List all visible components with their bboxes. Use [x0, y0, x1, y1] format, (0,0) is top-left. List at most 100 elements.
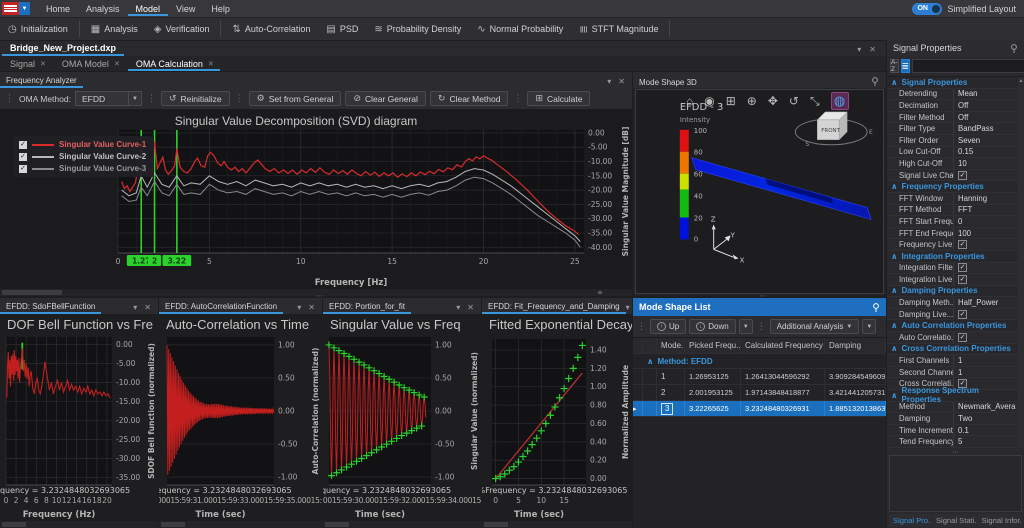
- property-value[interactable]: 10: [953, 158, 1018, 169]
- pan-icon[interactable]: ✥: [767, 94, 778, 108]
- panel-menu-chevron-icon[interactable]: ▾: [456, 303, 461, 312]
- legend-checkbox[interactable]: ✓: [19, 164, 27, 173]
- clear-general-button[interactable]: ⊘ Clear General: [345, 91, 426, 106]
- pin-icon[interactable]: [871, 77, 879, 86]
- categorized-view-button[interactable]: ≣: [900, 59, 911, 73]
- ribbon-normal-probability-button[interactable]: ∿ Normal Probability: [477, 23, 564, 35]
- zoom-icon[interactable]: ⊕: [746, 94, 757, 108]
- menu-home[interactable]: Home: [46, 3, 71, 14]
- panel-menu-chevron-icon[interactable]: ▾: [297, 303, 302, 312]
- fit-panel-tab[interactable]: EFDD: Fit_Frequency_and_Damping: [482, 301, 626, 314]
- property-value[interactable]: 1: [953, 355, 1018, 366]
- property-section-header[interactable]: ∧ Frequency Properties: [887, 181, 1018, 193]
- pin-icon[interactable]: [872, 302, 880, 312]
- panel-close-icon[interactable]: ✕: [618, 77, 625, 86]
- ribbon-psd-button[interactable]: ▤ PSD: [326, 23, 359, 35]
- home-view-icon[interactable]: ⌂: [686, 94, 694, 108]
- doc-close-icon[interactable]: ✕: [869, 45, 876, 54]
- menu-view[interactable]: View: [176, 3, 196, 14]
- scrollbar[interactable]: [0, 521, 158, 528]
- calculate-button[interactable]: ⊞ Calculate: [527, 91, 591, 106]
- legend-checkbox[interactable]: ✓: [19, 152, 27, 161]
- svd-horizontal-scrollbar[interactable]: [0, 289, 632, 296]
- panel-close-icon[interactable]: ✕: [144, 303, 151, 312]
- property-value[interactable]: FFT: [953, 204, 1018, 216]
- ribbon-verification-button[interactable]: ◈ Verification: [153, 23, 210, 35]
- more-options-dropdown[interactable]: ▼: [862, 319, 877, 334]
- app-logo-icon[interactable]: [2, 2, 19, 15]
- legend-checkbox[interactable]: ✓: [19, 140, 27, 149]
- search-input[interactable]: [916, 61, 1024, 71]
- panel-menu-chevron-icon[interactable]: ▾: [607, 77, 612, 86]
- table-row-selected[interactable]: ▸ 3 3.22265625 3.23248480326931 1.885132…: [633, 401, 886, 417]
- property-value[interactable]: ✓: [953, 378, 1018, 390]
- menu-model[interactable]: Model: [127, 2, 169, 16]
- move-down-button[interactable]: ↓ Down: [689, 319, 736, 334]
- property-section-header[interactable]: ∧ Signal Properties: [887, 77, 1018, 89]
- additional-analysis-dropdown[interactable]: Additional Analysis ▼: [769, 319, 860, 334]
- table-row[interactable]: 1 1.26953125 1.26413044596292 3.90928454…: [633, 369, 886, 385]
- toolbar-grip[interactable]: ⋮: [234, 93, 244, 103]
- property-value[interactable]: ✓: [953, 169, 1018, 181]
- ribbon-stft-magnitude-button[interactable]: ≣ STFT Magnitude: [577, 24, 659, 34]
- property-section-header[interactable]: ∧ Auto Correlation Properties: [887, 320, 1018, 333]
- property-section-header[interactable]: ∧ Damping Properties: [887, 285, 1018, 298]
- property-value[interactable]: Mean: [953, 88, 1018, 100]
- method-group-row[interactable]: ∧ Method: EFDD: [633, 354, 886, 369]
- scrollbar[interactable]: [159, 521, 322, 528]
- property-value[interactable]: Off: [953, 111, 1018, 123]
- legend-item-curve1[interactable]: ✓ Singular Value Curve-1: [19, 140, 147, 149]
- property-value[interactable]: 5: [953, 436, 1018, 447]
- tab-oma-calculation[interactable]: OMA Calculation ✕: [127, 58, 220, 71]
- table-row[interactable]: 2 2.001953125 1.97143848418877 3.4214412…: [633, 385, 886, 401]
- legend-item-curve2[interactable]: ✓ Singular Value Curve-2: [19, 152, 147, 161]
- view-orientation-icon[interactable]: ◉: [704, 94, 715, 108]
- horizontal-splitter[interactable]: ⋯: [759, 293, 768, 300]
- property-value[interactable]: 1: [953, 366, 1018, 378]
- horizontal-splitter[interactable]: ⋯: [316, 293, 324, 300]
- reinitialize-button[interactable]: ↺ Reinitialize: [160, 91, 230, 106]
- property-value[interactable]: Newmark_Avera: [953, 401, 1018, 413]
- close-icon[interactable]: ✕: [207, 61, 214, 68]
- menu-analysis[interactable]: Analysis: [86, 3, 120, 14]
- fit-view-icon[interactable]: ⤡: [809, 93, 820, 108]
- sort-alphabetical-button[interactable]: A-Z: [890, 59, 899, 73]
- toolbar-grip[interactable]: ⋮: [513, 93, 523, 103]
- bell-panel-tab[interactable]: EFDD: SdoFBellFunction: [0, 301, 102, 314]
- property-value[interactable]: ✓: [953, 308, 1018, 320]
- ribbon-analysis-button[interactable]: ▦ Analysis: [90, 23, 138, 35]
- panel-close-icon[interactable]: ✕: [467, 303, 474, 312]
- ribbon-initialization-button[interactable]: ◷ Initialization: [8, 23, 68, 35]
- property-value[interactable]: 100: [953, 227, 1018, 239]
- tab-signal-information[interactable]: Signal Infor...: [977, 513, 1022, 527]
- property-value[interactable]: 0.1: [953, 424, 1018, 436]
- tab-oma-model[interactable]: OMA Model ✕: [61, 59, 120, 69]
- frequency-analyzer-tab[interactable]: Frequency Analyzer: [0, 75, 83, 88]
- property-value[interactable]: Seven: [953, 134, 1018, 146]
- panel-menu-chevron-icon[interactable]: ▾: [133, 303, 138, 312]
- toolbar-grip[interactable]: ⋮: [637, 321, 646, 331]
- property-value[interactable]: Half_Power: [953, 297, 1018, 308]
- property-section-header[interactable]: ∧ Cross Correlation Properties: [887, 343, 1018, 356]
- horizontal-splitter[interactable]: ⋯: [952, 448, 959, 456]
- panel-close-icon[interactable]: ✕: [308, 303, 315, 312]
- orbit-mode-button[interactable]: ◍: [830, 92, 849, 110]
- toolbar-grip[interactable]: ⋮: [756, 321, 766, 331]
- pin-icon[interactable]: [1010, 43, 1018, 53]
- legend-item-curve3[interactable]: ✓ Singular Value Curve-3: [19, 164, 147, 173]
- property-value[interactable]: 0.15: [953, 146, 1018, 158]
- panel-menu-chevron-icon[interactable]: ▾: [625, 303, 630, 312]
- doc-menu-chevron-icon[interactable]: ▾: [857, 45, 862, 54]
- svd-chart[interactable]: 0.00 -5.00 -10.00 -15.00 -20.00 -25.00 -30.00 -…: [0, 110, 632, 289]
- property-value[interactable]: BandPass: [953, 123, 1018, 134]
- properties-scrollbar[interactable]: ▲: [1018, 77, 1024, 448]
- simplified-layout-toggle[interactable]: ON: [912, 2, 943, 15]
- oma-method-dropdown[interactable]: EFDD ▼: [74, 91, 142, 106]
- property-value[interactable]: ✓: [953, 332, 1018, 343]
- document-tab[interactable]: Bridge_New_Project.dxp: [2, 42, 125, 56]
- portion-panel-tab[interactable]: EFDD: Portion_for_fit: [323, 301, 412, 314]
- tab-signal-statistics[interactable]: Signal Stati...: [931, 513, 977, 527]
- app-menu-dropdown[interactable]: ▼: [19, 2, 30, 15]
- set-from-general-button[interactable]: ⚙ Set from General: [248, 91, 342, 106]
- move-up-button[interactable]: ↑ Up: [650, 319, 687, 334]
